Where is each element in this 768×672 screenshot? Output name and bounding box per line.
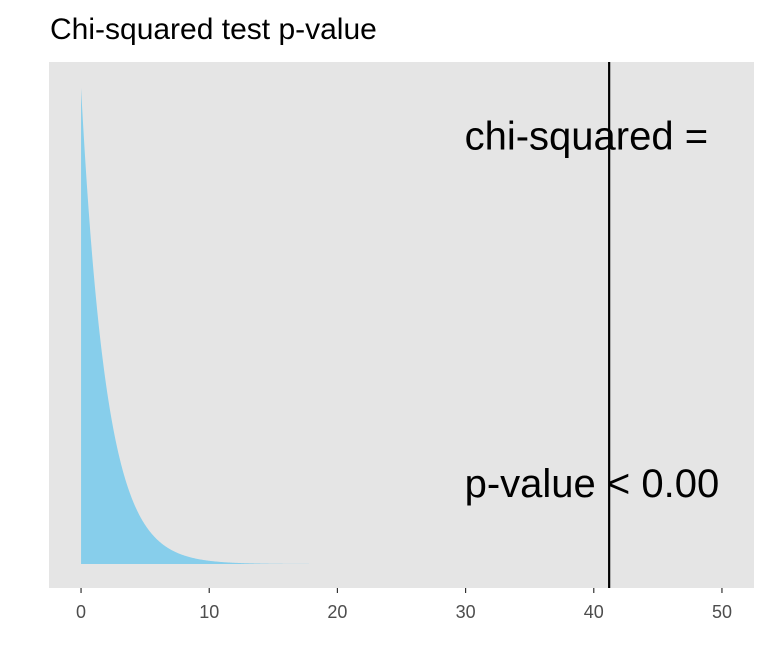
x-tick-label: 0 bbox=[76, 602, 86, 622]
x-tick-label: 40 bbox=[584, 602, 604, 622]
x-tick-label: 20 bbox=[327, 602, 347, 622]
annotation-layer: chi-squared = p-value < 0.00 bbox=[465, 115, 720, 506]
x-tick-label: 50 bbox=[712, 602, 732, 622]
chart-title: Chi-squared test p-value bbox=[50, 13, 377, 46]
plot-panel bbox=[49, 62, 754, 588]
density-area bbox=[81, 87, 338, 564]
x-axis: 0 10 20 30 40 50 bbox=[76, 588, 732, 622]
x-tick-label: 10 bbox=[199, 602, 219, 622]
x-tick-label: 30 bbox=[456, 602, 476, 622]
annotation-chi-squared: chi-squared = bbox=[465, 115, 708, 159]
series-layer bbox=[81, 87, 338, 564]
annotation-p-value: p-value < 0.00 bbox=[465, 462, 720, 506]
